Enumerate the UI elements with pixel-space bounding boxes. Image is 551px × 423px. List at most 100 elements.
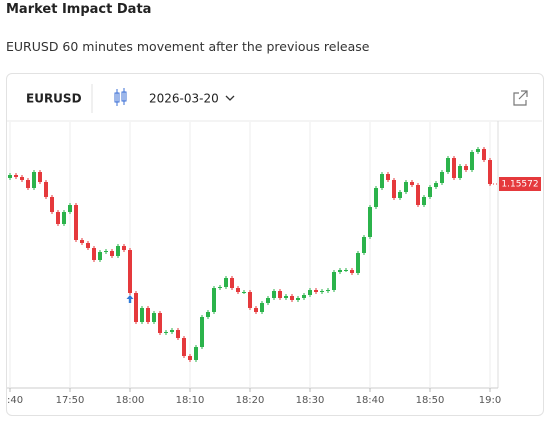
candle-body (482, 149, 486, 160)
dropdown-arrow[interactable] (225, 95, 235, 101)
candle-body (134, 293, 138, 322)
candle-body (404, 182, 408, 192)
candle-body (20, 177, 24, 180)
candle-body (86, 243, 90, 248)
x-tick-label: 18:50 (416, 395, 445, 406)
candle-body (488, 160, 492, 184)
candle-body (440, 172, 444, 183)
candle-body (152, 313, 156, 322)
candle-body (368, 207, 372, 237)
candle-body (110, 251, 114, 256)
candle-body (62, 212, 66, 224)
candle-body (236, 288, 240, 292)
candle-body (416, 185, 420, 205)
event-marker (126, 295, 134, 303)
candle-body (320, 291, 324, 292)
candle-icon[interactable] (114, 88, 127, 106)
candle-body (392, 180, 396, 198)
candle-body (224, 278, 228, 287)
x-tick-label: :40 (7, 395, 23, 406)
candle-body (410, 182, 414, 185)
candle-body (206, 312, 210, 317)
candle-body (332, 272, 336, 290)
candle-body (422, 197, 426, 205)
candle-body (434, 183, 438, 187)
date-picker[interactable]: 2026-03-20 (149, 92, 219, 106)
candle-body (386, 174, 390, 180)
candle-body (44, 182, 48, 197)
candle-body (338, 270, 342, 272)
candle-body (272, 291, 276, 298)
candle-body (74, 205, 78, 240)
page-subtitle: EURUSD 60 minutes movement after the pre… (6, 39, 370, 54)
candle-body (464, 166, 468, 170)
candle-body (146, 308, 150, 322)
candle-body (446, 158, 450, 172)
candle-body (8, 175, 12, 178)
page-title: Market Impact Data (6, 2, 152, 17)
x-tick-label: 18:10 (176, 395, 205, 406)
external-link[interactable] (513, 90, 528, 106)
candle-body (350, 270, 354, 273)
candle-body (140, 308, 144, 322)
candle-body (98, 252, 102, 260)
candle-body (14, 175, 18, 177)
candle-body (194, 347, 198, 360)
candle-body (188, 356, 192, 360)
candle-body (164, 332, 168, 333)
candle-body (158, 313, 162, 333)
candle-body (248, 292, 252, 308)
candle-body (230, 278, 234, 288)
candle-body (284, 296, 288, 298)
x-tick-label: 18:40 (356, 395, 385, 406)
candle-body (260, 303, 264, 312)
x-tick-label: 19:0 (479, 395, 501, 406)
x-tick-label: 17:50 (56, 395, 85, 406)
candle-body (176, 330, 180, 338)
x-tick-label: 18:20 (236, 395, 265, 406)
candle-body (104, 251, 108, 252)
candle-body (38, 172, 42, 182)
candle-body (314, 290, 318, 292)
candle-body (266, 298, 270, 303)
candle-body (170, 330, 174, 332)
candle-body (302, 295, 306, 298)
symbol[interactable]: EURUSD (26, 92, 82, 106)
candle-body (296, 298, 300, 300)
candle-body (380, 174, 384, 188)
x-tick-label: 18:30 (296, 395, 325, 406)
candle-body (356, 253, 360, 273)
price-tag (499, 177, 541, 191)
candle-body (398, 192, 402, 198)
candle-body (290, 296, 294, 300)
candle-body (254, 308, 258, 312)
candle-body (80, 240, 84, 243)
candle-body (128, 250, 132, 293)
candle-body (470, 152, 474, 170)
candle-body (218, 287, 222, 288)
candle-body (362, 237, 366, 253)
candle-body (308, 290, 312, 295)
candle-body (68, 205, 72, 212)
candle-body (278, 291, 282, 298)
candle-body (50, 197, 54, 212)
price-tag-label: 1.15572 (501, 180, 538, 190)
candle-body (182, 338, 186, 356)
candle-body (212, 288, 216, 312)
candle-body (374, 188, 378, 207)
candle-body (200, 317, 204, 347)
candle-body (242, 292, 246, 293)
candle-body (344, 270, 348, 271)
candle-body (428, 187, 432, 197)
candle-body (458, 166, 462, 178)
candle-body (116, 246, 120, 256)
candle-body (56, 212, 60, 224)
candle-body (122, 246, 126, 250)
candle-body (452, 158, 456, 178)
chart-card (6, 73, 544, 416)
candle-body (92, 248, 96, 260)
candle-body (32, 172, 36, 188)
x-tick-label: 18:00 (116, 395, 145, 406)
